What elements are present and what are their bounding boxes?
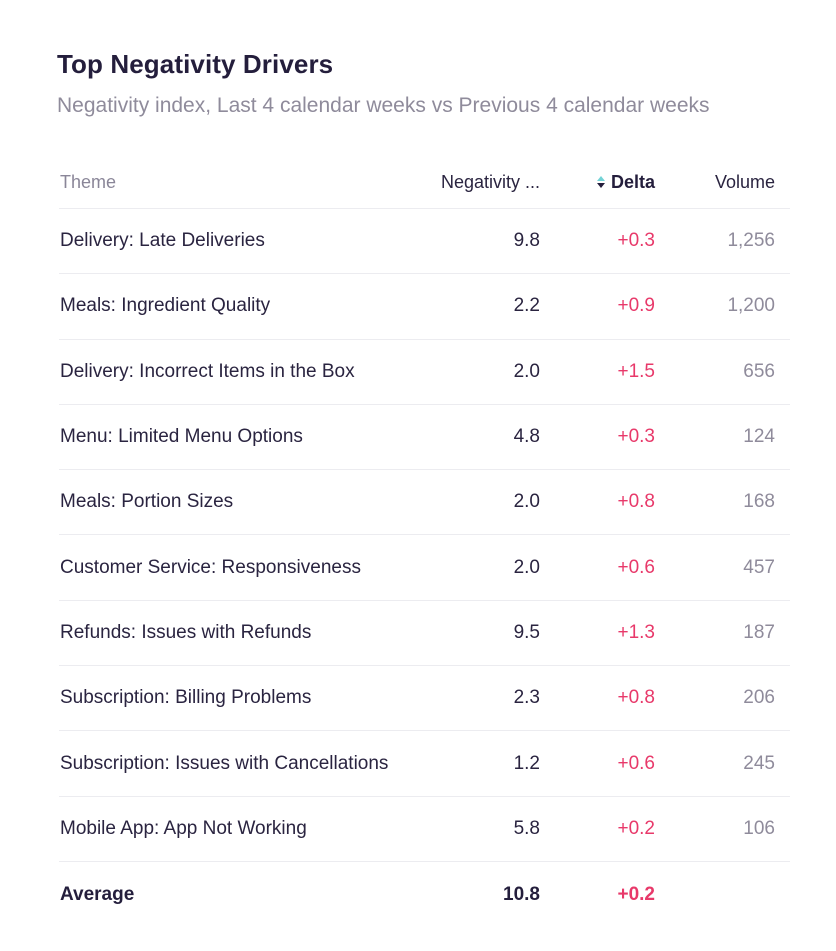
table-row[interactable]: Subscription: Billing Problems 2.3 +0.8 …: [59, 666, 790, 732]
negativity-cell: 4.8: [513, 426, 540, 448]
header-negativity[interactable]: Negativity ...: [440, 171, 540, 192]
delta-cell: +1.3: [617, 621, 655, 643]
negativity-cell: 2.3: [513, 687, 540, 709]
theme-cell: Customer Service: Responsiveness: [60, 556, 361, 578]
volume-cell: 245: [743, 752, 775, 774]
table-row[interactable]: Menu: Limited Menu Options 4.8 +0.3 124: [59, 405, 790, 471]
table-row[interactable]: Customer Service: Responsiveness 2.0 +0.…: [59, 535, 790, 601]
delta-cell: +0.6: [617, 556, 655, 578]
average-delta: +0.2: [617, 883, 655, 905]
negativity-cell: 2.2: [513, 295, 540, 317]
delta-cell: +0.6: [617, 752, 655, 774]
volume-cell: 124: [743, 426, 775, 448]
theme-cell: Meals: Portion Sizes: [60, 491, 234, 513]
volume-cell: 1,200: [727, 295, 775, 317]
delta-cell: +0.9: [617, 295, 655, 317]
theme-cell: Subscription: Issues with Cancellations: [60, 752, 389, 774]
negativity-cell: 2.0: [513, 360, 540, 382]
negativity-cell: 2.0: [513, 491, 540, 513]
delta-cell: +0.3: [617, 426, 655, 448]
delta-cell: +0.3: [617, 230, 655, 252]
sort-icon[interactable]: [596, 174, 605, 190]
negativity-cell: 5.8: [513, 817, 540, 839]
header-delta[interactable]: Delta: [559, 156, 655, 208]
volume-cell: 168: [743, 491, 775, 513]
card-title: Top Negativity Drivers: [57, 49, 334, 79]
sort-up-icon: [596, 176, 605, 181]
table-row[interactable]: Subscription: Issues with Cancellations …: [59, 731, 790, 797]
header-theme[interactable]: Theme: [60, 171, 117, 192]
table-row[interactable]: Delivery: Incorrect Items in the Box 2.0…: [59, 340, 790, 405]
negativity-cell: 9.5: [513, 621, 540, 643]
delta-cell: +0.8: [617, 687, 655, 709]
table-row[interactable]: Meals: Portion Sizes 2.0 +0.8 168: [59, 470, 790, 536]
volume-cell: 206: [743, 687, 775, 709]
header-delta-label: Delta: [610, 171, 655, 192]
theme-cell: Delivery: Incorrect Items in the Box: [60, 360, 355, 382]
card-subtitle: Negativity index, Last 4 calendar weeks …: [57, 94, 710, 117]
average-negativity: 10.8: [503, 883, 540, 905]
volume-cell: 656: [743, 360, 775, 382]
table-row[interactable]: Meals: Ingredient Quality 2.2 +0.9 1,200: [59, 274, 790, 340]
theme-cell: Meals: Ingredient Quality: [60, 295, 271, 317]
drivers-table: Theme Negativity ... Delta Volume Delive…: [59, 156, 790, 927]
negativity-cell: 1.2: [513, 752, 540, 774]
delta-cell: +0.8: [617, 491, 655, 513]
volume-cell: 106: [743, 817, 775, 839]
table-row[interactable]: Mobile App: App Not Working 5.8 +0.2 106: [59, 797, 790, 862]
theme-cell: Delivery: Late Deliveries: [60, 230, 265, 252]
volume-cell: 187: [743, 621, 775, 643]
theme-cell: Subscription: Billing Problems: [60, 687, 312, 709]
delta-cell: +0.2: [617, 817, 655, 839]
average-label: Average: [60, 883, 135, 905]
delta-cell: +1.5: [617, 360, 655, 382]
sort-down-icon: [596, 183, 605, 188]
header-volume[interactable]: Volume: [714, 171, 775, 192]
theme-cell: Menu: Limited Menu Options: [60, 426, 303, 448]
table-row[interactable]: Delivery: Late Deliveries 9.8 +0.3 1,256: [59, 209, 790, 275]
theme-cell: Refunds: Issues with Refunds: [60, 621, 312, 643]
average-row: Average 10.8 +0.2: [59, 862, 790, 927]
theme-cell: Mobile App: App Not Working: [60, 817, 307, 839]
table-header-row: Theme Negativity ... Delta Volume: [59, 156, 790, 209]
table-row[interactable]: Refunds: Issues with Refunds 9.5 +1.3 18…: [59, 601, 790, 667]
negativity-cell: 9.8: [513, 230, 540, 252]
volume-cell: 1,256: [727, 230, 775, 252]
volume-cell: 457: [743, 556, 775, 578]
negativity-cell: 2.0: [513, 556, 540, 578]
